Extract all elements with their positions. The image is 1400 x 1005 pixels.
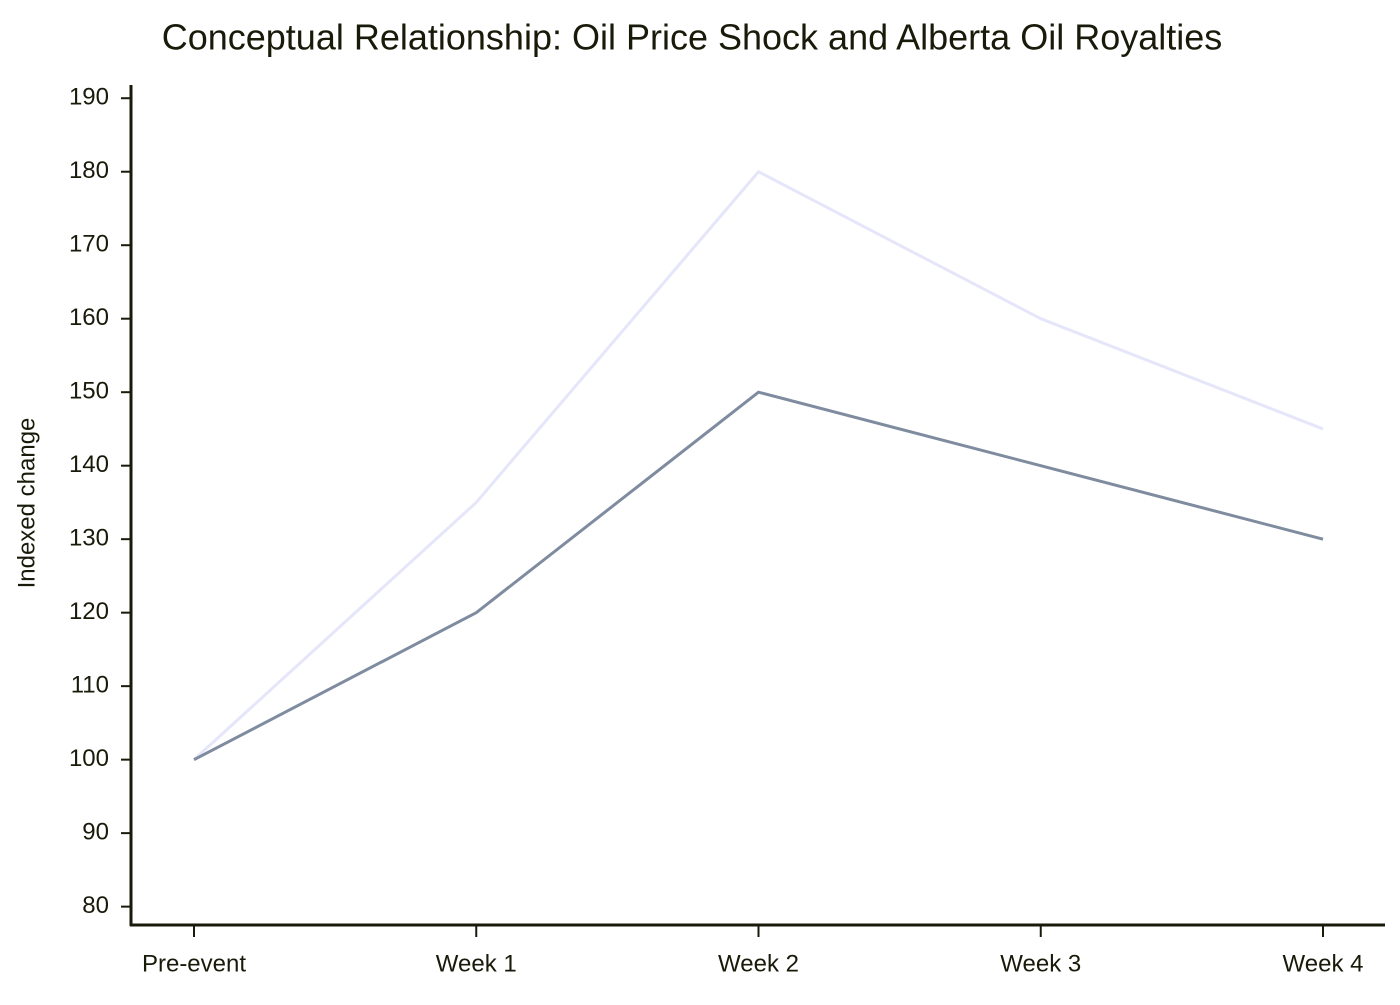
y-tick-label: 190 (69, 84, 109, 111)
y-tick-label: 90 (82, 818, 109, 845)
y-tick-label: 170 (69, 231, 109, 258)
x-tick-label: Pre-event (142, 950, 246, 977)
x-tick-label: Week 2 (718, 950, 799, 977)
series-line (193, 390, 1324, 761)
y-tick-label: 160 (69, 304, 109, 331)
y-tick-label: 130 (69, 525, 109, 552)
x-tick-label: Week 4 (1283, 950, 1364, 977)
y-tick-label: 120 (69, 598, 109, 625)
x-tick-label: Week 1 (436, 950, 517, 977)
y-tick-label: 140 (69, 451, 109, 478)
series-line (192, 170, 1324, 761)
chart-title: Conceptual Relationship: Oil Price Shock… (162, 17, 1223, 58)
x-tick-label: Week 3 (1000, 950, 1081, 977)
y-axis-label: Indexed change (13, 418, 40, 589)
y-tick-label: 150 (69, 378, 109, 405)
y-tick-label: 80 (82, 892, 109, 919)
y-tick-label: 100 (69, 745, 109, 772)
y-tick-label: 180 (69, 157, 109, 184)
y-tick-label: 110 (71, 671, 109, 698)
